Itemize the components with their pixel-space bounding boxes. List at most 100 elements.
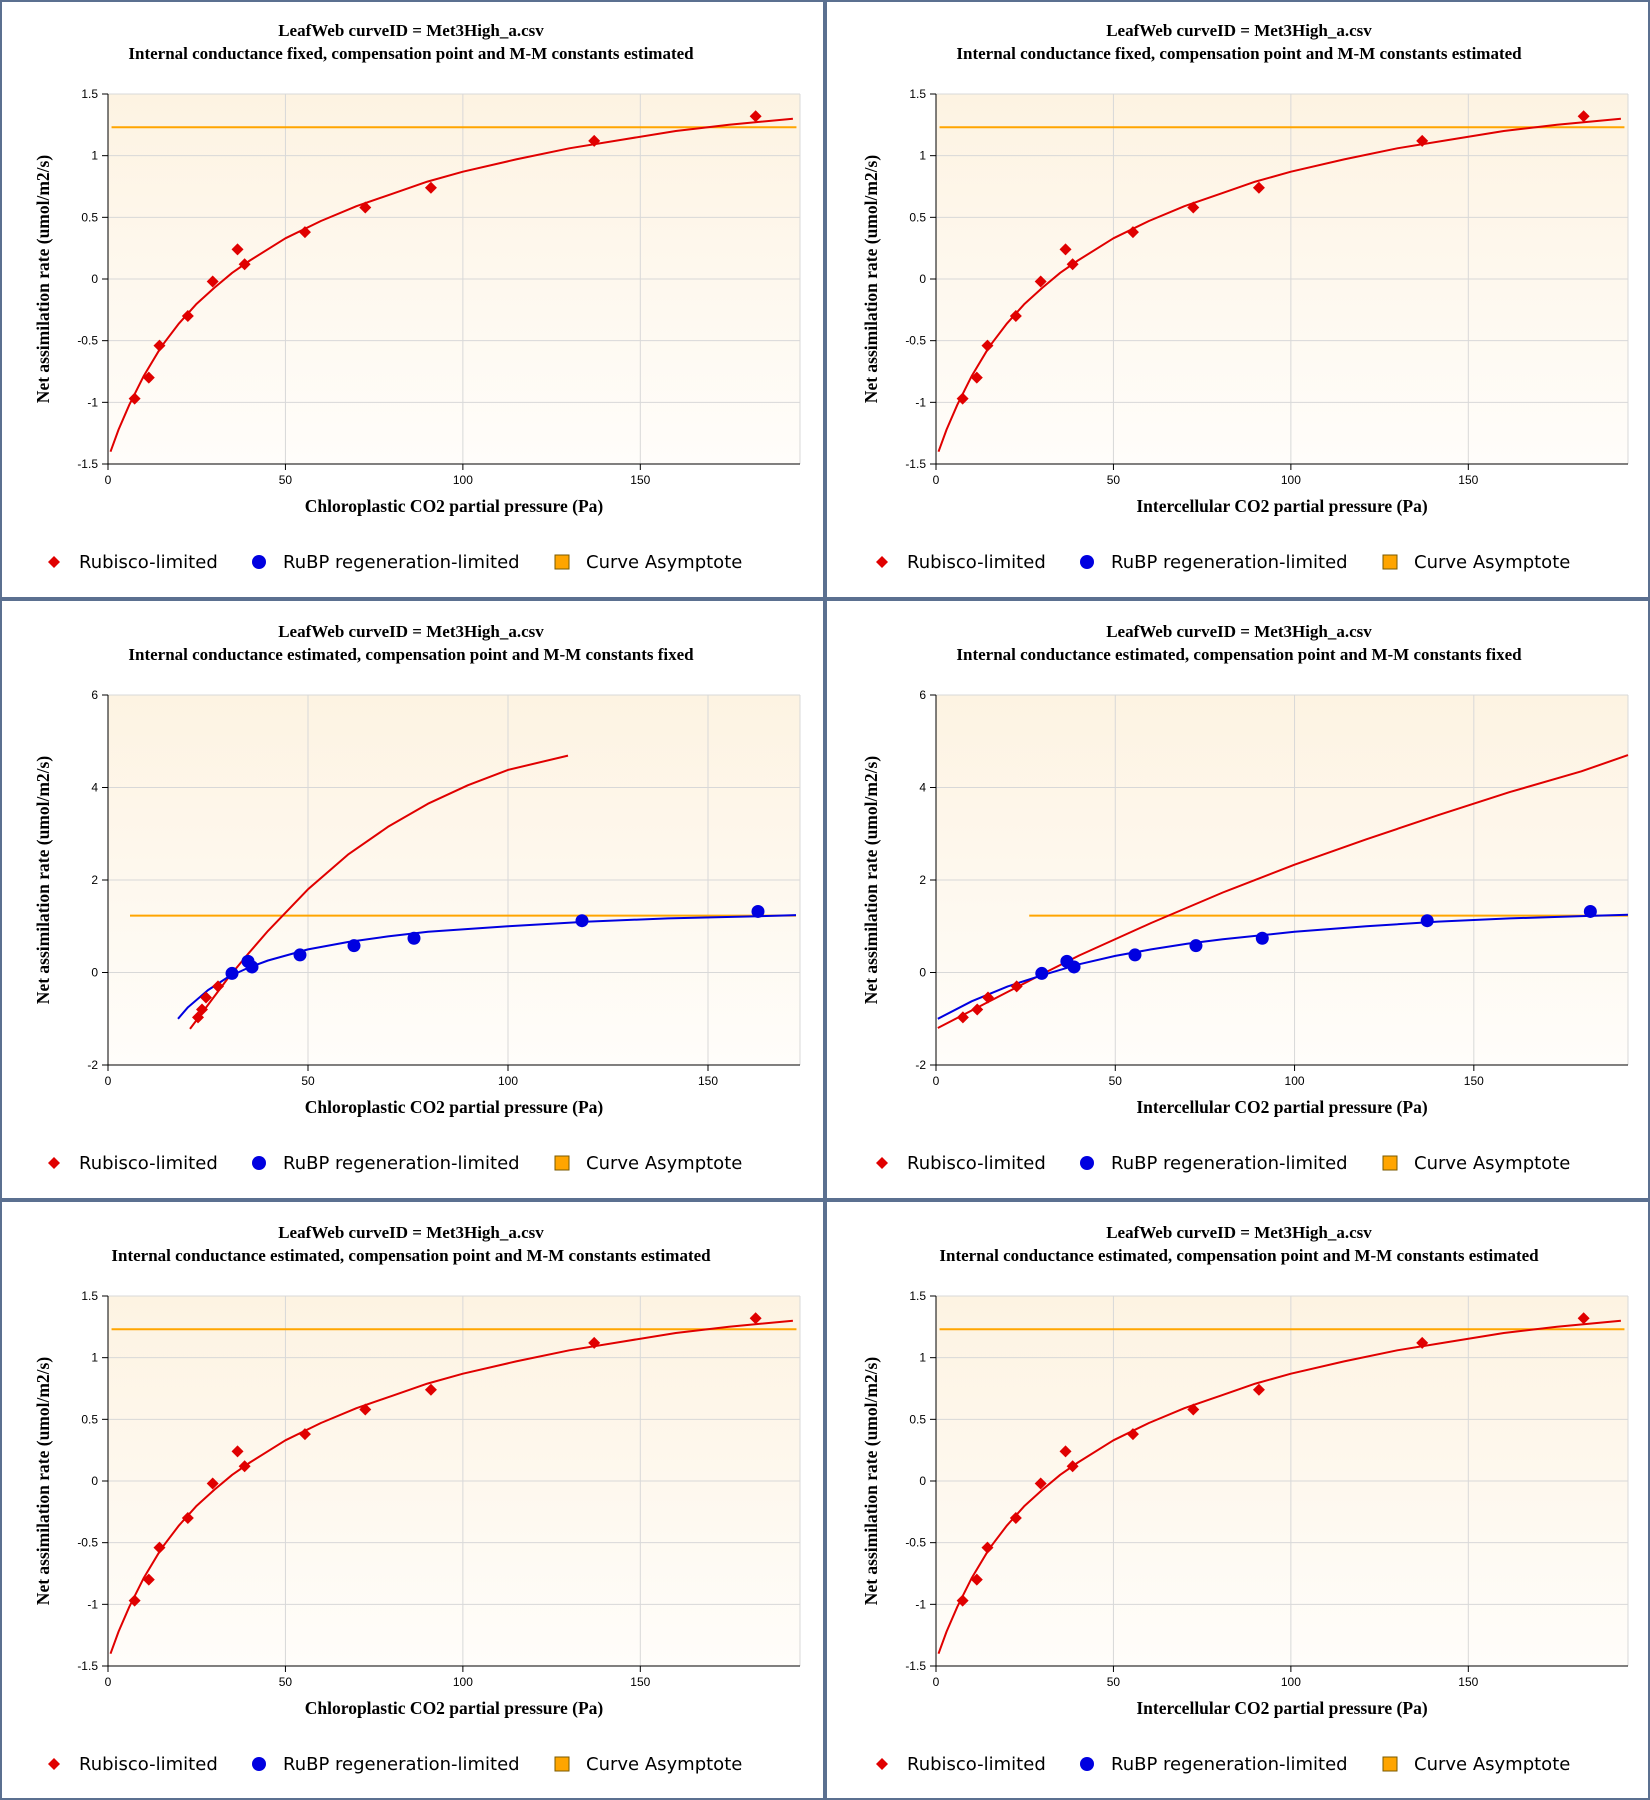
top-border [0, 0, 1650, 2]
y-tick-label: 0 [91, 966, 98, 980]
legend-asymptote-label: Curve Asymptote [1414, 1754, 1570, 1775]
x-tick-label: 150 [630, 1675, 650, 1689]
x-axis-label: Intercellular CO2 partial pressure (Pa) [1136, 1097, 1427, 1117]
y-tick-label: 0.5 [909, 1412, 926, 1426]
legend-rubisco-label: Rubisco-limited [79, 1754, 218, 1775]
x-axis-label: Chloroplastic CO2 partial pressure (Pa) [305, 1698, 604, 1718]
y-tick-label: 0.5 [909, 210, 926, 224]
rubisco-point [196, 1003, 208, 1016]
x-tick-label: 50 [1109, 1074, 1123, 1088]
chart-title: LeafWeb curveID = Met3High_a.csv [278, 21, 544, 40]
rubisco-point [749, 110, 762, 123]
legend-asymptote-marker [554, 554, 570, 570]
x-axis-label: Intercellular CO2 partial pressure (Pa) [1136, 1698, 1427, 1718]
chart-subtitle: Internal conductance estimated, compensa… [939, 1246, 1539, 1265]
x-tick-label: 50 [279, 1675, 293, 1689]
rubisco-point [359, 201, 372, 214]
rubisco-point [424, 181, 437, 194]
chart-panel-5: LeafWeb curveID = Met3High_a.csv Internal… [0, 1202, 822, 1799]
y-tick-label: -0.5 [905, 334, 926, 348]
legend-asymptote-label: Curve Asymptote [586, 1153, 742, 1174]
rubp-point [1583, 904, 1597, 918]
rubisco-point [298, 226, 311, 239]
chart-panel-1: LeafWeb curveID = Met3High_a.csv Internal… [0, 0, 822, 597]
rubisco-point [981, 1541, 994, 1554]
rubisco-point [1416, 1336, 1429, 1349]
rubisco-point [1034, 1477, 1047, 1490]
rubisco-point [1059, 243, 1072, 256]
rubisco-point [956, 392, 969, 405]
rubisco-point [1066, 258, 1079, 271]
legend-asymptote-marker [1382, 554, 1398, 570]
legend-rubp-marker [1080, 1156, 1094, 1170]
rubisco-point [206, 1477, 219, 1490]
rubisco-point [1252, 1383, 1265, 1396]
x-tick-label: 150 [630, 473, 650, 487]
chart-panel-6: LeafWeb curveID = Met3High_a.csv Internal… [828, 1202, 1650, 1799]
rubp-point [225, 966, 239, 980]
horizontal-divider-1 [0, 597, 1650, 601]
legend-rubisco-marker [48, 1157, 60, 1169]
rubp-point [1420, 914, 1434, 928]
chart-svg: LeafWeb curveID = Met3High_a.csv Internal… [33, 622, 801, 1174]
rubp-point [575, 914, 589, 928]
rubisco-point [181, 1512, 194, 1524]
chart-subtitle: Internal conductance estimated, compensa… [111, 1246, 711, 1265]
rubisco-point [1010, 980, 1023, 993]
rubisco-point [981, 991, 994, 1004]
chart-title: LeafWeb curveID = Met3High_a.csv [278, 622, 544, 641]
chart-svg: LeafWeb curveID = Met3High_a.csv Internal… [861, 1223, 1629, 1775]
y-axis-label: Net assimilation rate (umol/m2/s) [861, 155, 881, 404]
rubisco-point [181, 310, 194, 322]
x-tick-label: 150 [698, 1074, 718, 1088]
rubisco-point [956, 1594, 969, 1607]
rubisco-point [153, 339, 166, 352]
chart-panel-3: LeafWeb curveID = Met3High_a.csv Internal… [0, 601, 822, 1198]
x-tick-label: 50 [301, 1074, 315, 1088]
x-tick-label: 0 [933, 1074, 940, 1088]
rubp-point [1067, 960, 1081, 974]
x-tick-label: 150 [1464, 1074, 1484, 1088]
legend-rubp-label: RuBP regeneration-limited [283, 552, 520, 573]
rubp-point [751, 904, 765, 918]
y-tick-label: -1.5 [77, 457, 98, 471]
y-tick-label: 1 [919, 149, 926, 163]
y-tick-label: 0 [919, 966, 926, 980]
rubisco-point [128, 392, 141, 405]
y-tick-label: 4 [919, 781, 926, 795]
x-tick-label: 100 [1281, 473, 1301, 487]
x-tick-label: 0 [105, 1074, 112, 1088]
legend-rubisco-marker [48, 1758, 60, 1770]
rubisco-point [1034, 275, 1047, 288]
legend-asymptote-label: Curve Asymptote [1414, 1153, 1570, 1174]
x-axis-label: Chloroplastic CO2 partial pressure (Pa) [305, 1097, 604, 1117]
y-tick-label: 1 [919, 1351, 926, 1365]
y-tick-label: 1.5 [81, 87, 98, 101]
rubisco-point [212, 980, 224, 993]
rubisco-point [970, 1573, 983, 1586]
x-tick-label: 100 [1281, 1675, 1301, 1689]
chart-title: LeafWeb curveID = Met3High_a.csv [1106, 622, 1372, 641]
y-tick-label: -1 [915, 1597, 926, 1611]
rubisco-point [1126, 1428, 1139, 1441]
y-tick-label: 2 [919, 873, 926, 887]
y-tick-label: -2 [87, 1058, 98, 1072]
rubisco-point [238, 1460, 251, 1473]
x-tick-label: 150 [1458, 1675, 1478, 1689]
y-tick-label: 0 [91, 272, 98, 286]
y-tick-label: 1.5 [909, 1289, 926, 1303]
rubisco-fit-curve [189, 754, 569, 1030]
rubp-point [1035, 966, 1049, 980]
rubisco-point [1187, 201, 1200, 214]
legend-asymptote-marker [554, 1155, 570, 1171]
rubisco-point [1252, 181, 1265, 194]
rubisco-point [298, 1428, 311, 1441]
legend-rubisco-label: Rubisco-limited [79, 552, 218, 573]
chart-subtitle: Internal conductance estimated, compensa… [956, 645, 1522, 664]
legend-asymptote-marker [1382, 1756, 1398, 1772]
x-tick-label: 100 [498, 1074, 518, 1088]
x-tick-label: 0 [933, 473, 940, 487]
legend-asymptote-marker [554, 1756, 570, 1772]
rubp-point [407, 931, 421, 945]
y-tick-label: 1.5 [81, 1289, 98, 1303]
